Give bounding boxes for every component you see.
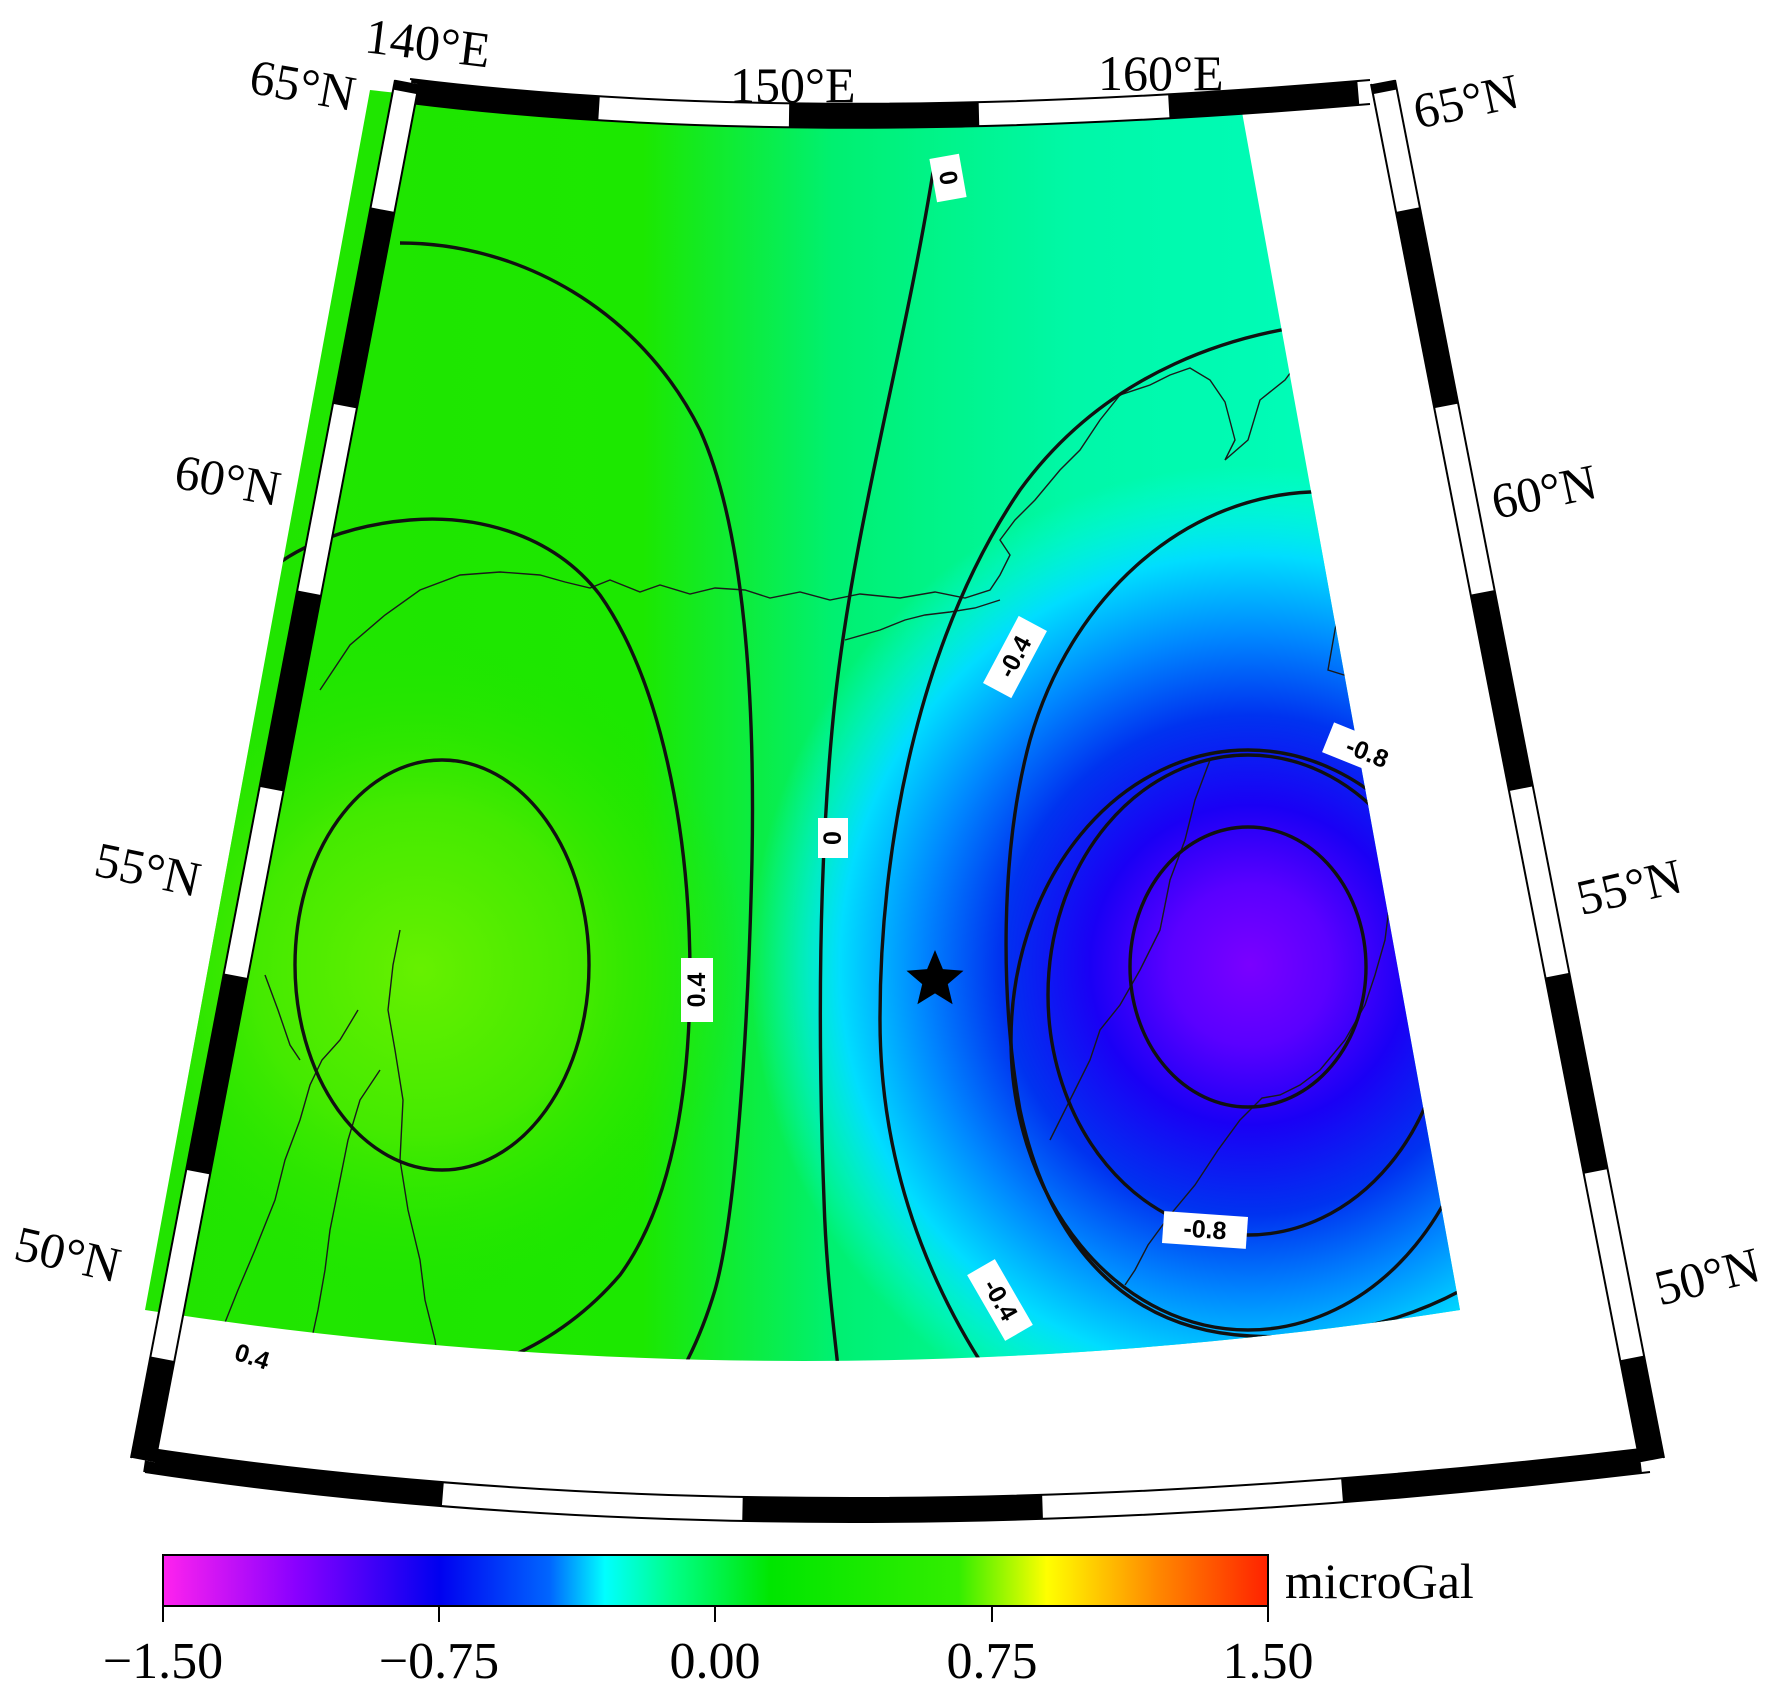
lat-left-50: 50°N xyxy=(10,1215,126,1293)
contour-neg-inner xyxy=(1128,825,1368,1109)
colorbar-unit: microGal xyxy=(1285,1553,1474,1609)
contour-label-neg08-lower: -0.8 xyxy=(1161,1211,1249,1249)
colorbar-tick-min: −1.50 xyxy=(103,1633,223,1690)
contour-neg-04 xyxy=(1004,489,1460,1339)
contour-label-pos-vertical: 0.4 xyxy=(681,958,713,1022)
colorbar-tick-zero: 0.00 xyxy=(670,1633,761,1690)
lat-left-55: 55°N xyxy=(90,831,205,908)
colorbar-gradient xyxy=(162,1554,1269,1607)
lon-label-160: 160°E xyxy=(1098,45,1224,101)
lat-left-60: 60°N xyxy=(171,443,285,517)
lat-right-55: 55°N xyxy=(1571,848,1687,926)
colorbar-tick-neg: −0.75 xyxy=(379,1633,499,1690)
epicenter-star-icon xyxy=(906,950,964,1005)
contour-label-zero-mid: 0 xyxy=(818,818,848,858)
contour-pos-inner xyxy=(293,758,591,1172)
map-frame xyxy=(130,78,1665,1523)
svg-text:0: 0 xyxy=(819,831,847,845)
contour-neg-06 xyxy=(1009,748,1460,1332)
contour-pos-outer-a xyxy=(399,241,755,1361)
lon-label-150: 150°E xyxy=(730,57,856,113)
lon-label-140: 140°E xyxy=(362,7,493,78)
lat-right-65: 65°N xyxy=(1408,63,1523,140)
lat-right-50: 50°N xyxy=(1649,1236,1766,1316)
svg-text:0.4: 0.4 xyxy=(683,973,711,1008)
contour-label-pos-lower: 0.4 xyxy=(216,1331,288,1383)
svg-text:-0.8: -0.8 xyxy=(1183,1215,1228,1246)
lat-right-60: 60°N xyxy=(1486,453,1601,530)
colorbar: −1.50 −0.75 0.00 0.75 1.50 microGal xyxy=(103,1553,1474,1690)
colorbar-tick-max: 1.50 xyxy=(1223,1633,1314,1690)
contour-label-zero-top: 0 xyxy=(929,153,967,203)
svg-text:0: 0 xyxy=(933,169,963,188)
colorbar-tick-pos: 0.75 xyxy=(947,1633,1038,1690)
lat-left-65: 65°N xyxy=(246,48,360,122)
